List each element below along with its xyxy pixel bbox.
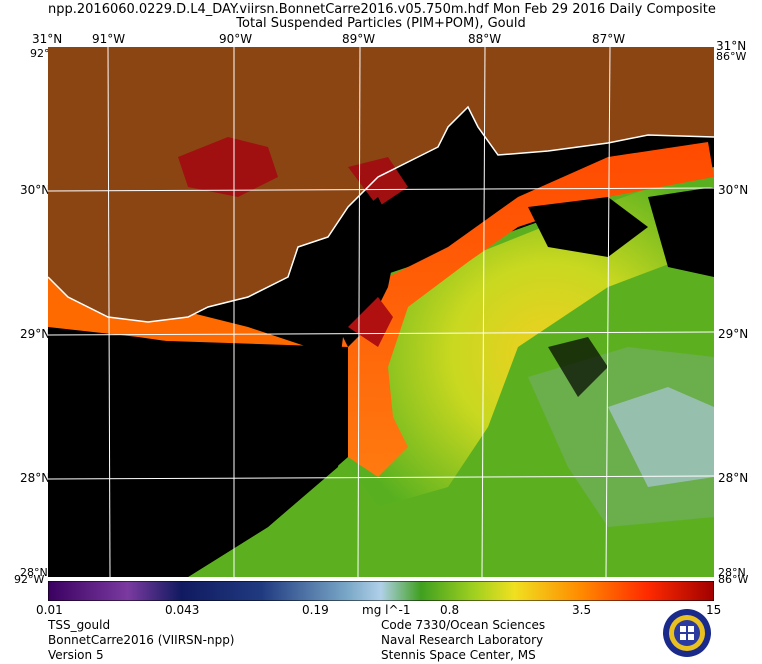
land-mass <box>48 47 714 322</box>
footer-left-dataset: BonnetCarre2016 (VIIRSN-npp) <box>48 633 235 647</box>
footer-right-lab: Naval Research Laboratory <box>381 633 544 647</box>
tss-map[interactable] <box>48 47 714 577</box>
western-nodata <box>48 337 348 577</box>
cloud-mask-2 <box>648 187 714 277</box>
footer-left-product: TSS_gould <box>48 618 111 632</box>
cloud-mask-3 <box>548 337 608 397</box>
title-line-2: Total Suspended Particles (PIM+POM), Gou… <box>236 16 526 31</box>
colorbar-label-0: 0.01 <box>36 603 63 617</box>
lat-left-28n: 28°N <box>20 471 51 485</box>
clear-water-patch <box>608 387 714 487</box>
lat-left-29n: 29°N <box>20 327 51 341</box>
graticule <box>48 47 714 577</box>
colorbar-label-5: 3.5 <box>572 603 592 617</box>
lat-right-29n: 29°N <box>718 327 749 341</box>
colorbar <box>48 581 714 601</box>
colorbar-label-4: 0.8 <box>440 603 460 617</box>
lat-left-30n: 30°N <box>20 183 51 197</box>
shelf-water-west <box>48 217 348 377</box>
lon-tick-89w: 89°W <box>342 32 376 46</box>
nearshore-turbid-water <box>338 142 714 477</box>
nrl-seal-logo <box>663 609 711 657</box>
corner-lat-bottom-left: 28°N <box>20 566 48 579</box>
colorbar-label-2: 0.19 <box>302 603 329 617</box>
corner-lat-top-right: 31°N <box>716 39 747 53</box>
colorbar-label-6: 15 <box>706 603 722 617</box>
lon-tick-91w: 91°W <box>92 32 126 46</box>
corner-lat-top-left: 31°N <box>32 32 63 46</box>
footer-right-location: Stennis Space Center, MS <box>381 648 536 662</box>
footer-right-code: Code 7330/Ocean Sciences <box>381 618 546 632</box>
corner-lon-top-right: 86°W <box>716 50 747 63</box>
sediment-plume-yellow <box>348 167 714 507</box>
lat-right-28n: 28°N <box>718 471 749 485</box>
lon-tick-87w: 87°W <box>592 32 626 46</box>
lat-right-30n: 30°N <box>718 183 749 197</box>
colorbar-label-1: 0.043 <box>165 603 200 617</box>
corner-lon-bottom-left: 92°W <box>14 573 45 586</box>
cloud-mask-1 <box>528 197 648 257</box>
coastline <box>48 105 714 323</box>
lon-tick-90w: 90°W <box>219 32 253 46</box>
corner-lat-bottom-right: 28°N <box>718 566 746 579</box>
title-line-1: npp.2016060.0229.D.L4_DAY.viirsn.BonnetC… <box>48 2 716 17</box>
lon-tick-88w: 88°W <box>468 32 502 46</box>
lake-pontchartrain <box>178 137 278 197</box>
corner-lon-bottom-right: 86°W <box>718 573 749 586</box>
footer-left-version: Version 5 <box>48 648 104 662</box>
colorbar-units: mg l^-1 <box>362 603 411 617</box>
